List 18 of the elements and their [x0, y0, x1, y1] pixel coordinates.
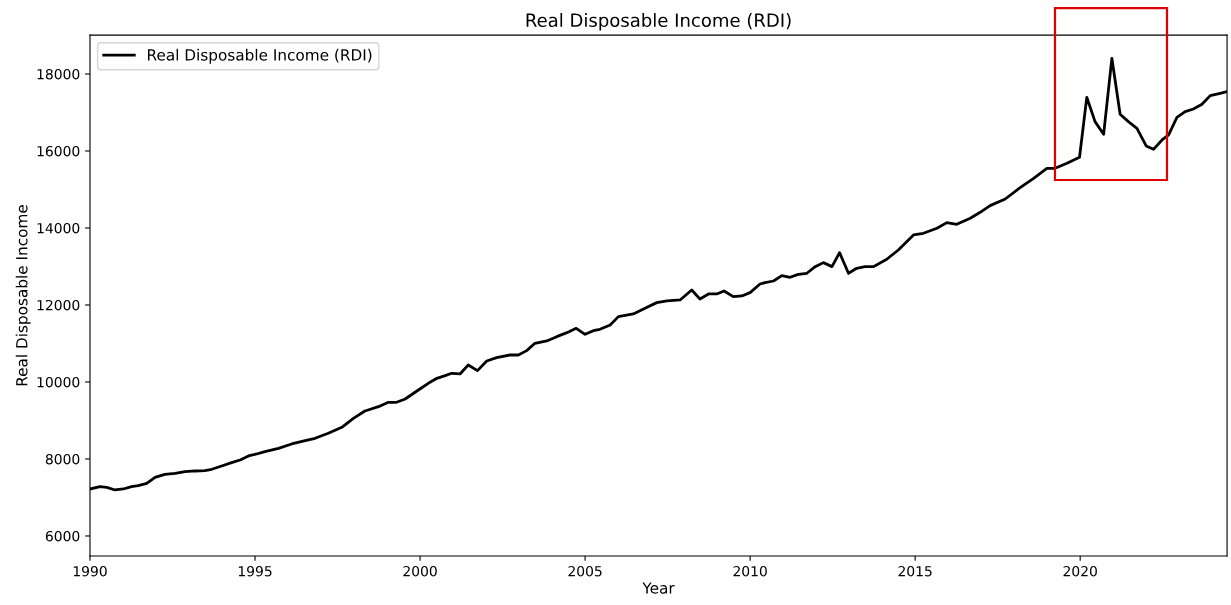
- y-axis-title: Real Disposable Income: [15, 205, 31, 386]
- y-tick-label: 14000: [37, 222, 80, 234]
- y-tick-label: 10000: [37, 376, 80, 388]
- y-tick-label: 18000: [37, 68, 80, 80]
- x-tick-label: 2015: [898, 565, 932, 577]
- x-tick-label: 1990: [73, 565, 107, 577]
- x-tick-label: 1995: [238, 565, 272, 577]
- x-tick-label: 2005: [568, 565, 602, 577]
- y-tick-label: 8000: [45, 453, 80, 465]
- y-tick-label: 12000: [37, 299, 80, 311]
- x-tick-label: 2020: [1063, 565, 1097, 577]
- x-axis-title: Year: [642, 582, 675, 594]
- chart-title: Real Disposable Income (RDI): [526, 13, 791, 31]
- y-tick-label: 6000: [45, 530, 80, 542]
- legend-label: Real Disposable Income (RDI): [148, 48, 372, 64]
- x-tick-label: 2000: [403, 565, 437, 577]
- y-tick-label: 16000: [37, 145, 80, 157]
- x-tick-label: 2010: [733, 565, 767, 577]
